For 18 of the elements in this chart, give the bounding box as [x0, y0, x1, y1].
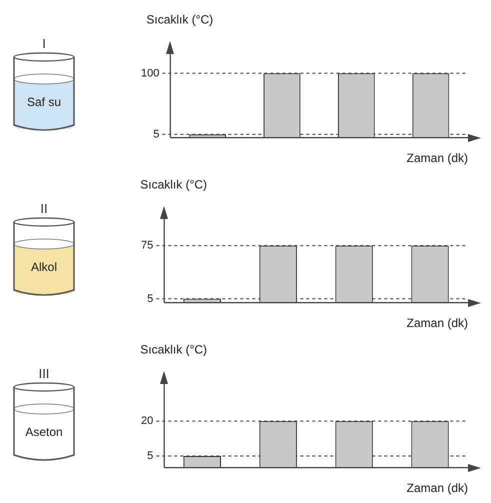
x-axis-title: Zaman (dk) — [406, 151, 468, 166]
y-axis-title: Sıcaklık (°C) — [140, 342, 208, 356]
text: Aseton — [24, 425, 64, 439]
text: Alkol — [30, 260, 58, 274]
x-axis-title: Zaman (dk) — [406, 481, 468, 496]
x-axis-title: Zaman (dk) — [406, 316, 468, 330]
y-tick-label: 5 — [147, 292, 154, 305]
text: Saf su — [26, 95, 62, 109]
text: I — [41, 36, 47, 51]
y-tick-label: 5 — [147, 450, 154, 462]
text: II — [39, 201, 49, 216]
y-axis-title: Sıcaklık (°C) — [146, 12, 214, 26]
y-tick-label: 75 — [140, 240, 154, 252]
y-tick-label: 100 — [140, 67, 160, 80]
y-tick-label: 20 — [140, 415, 154, 428]
y-axis-title: Sıcaklık (°C) — [140, 177, 208, 192]
y-tick-label: 5 — [153, 128, 160, 140]
text: III — [38, 366, 50, 381]
